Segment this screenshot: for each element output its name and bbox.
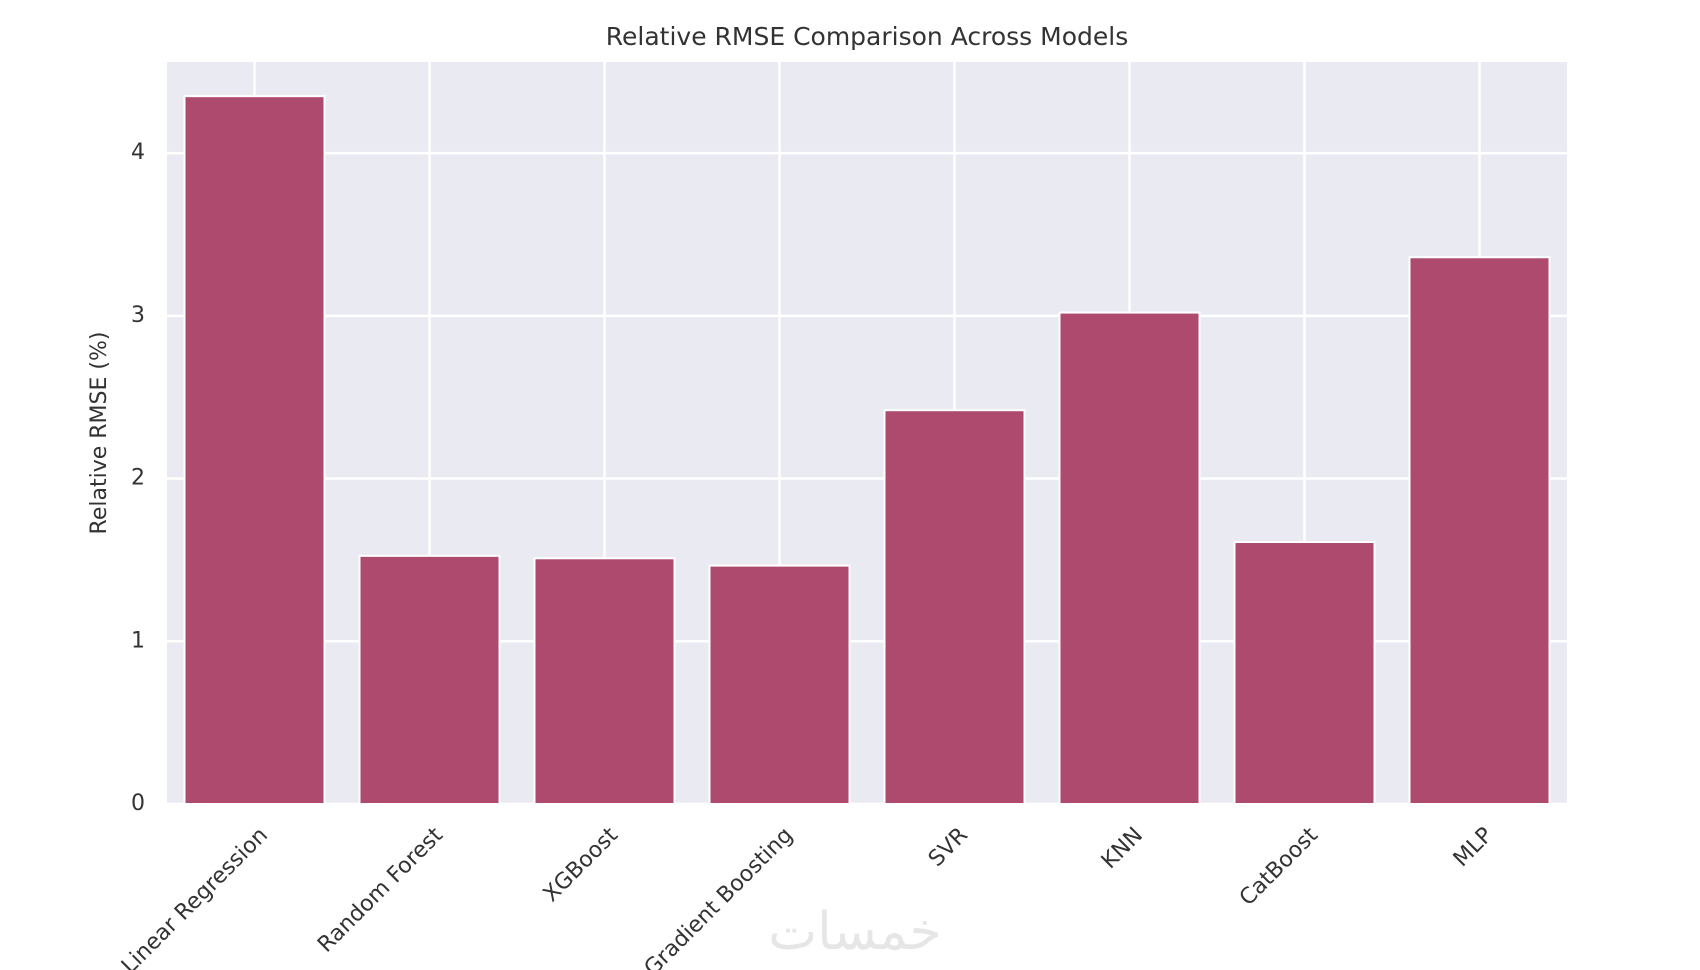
x-tick-label: XGBoost — [539, 823, 624, 908]
x-tick-label: CatBoost — [1235, 823, 1323, 911]
y-axis-label: Relative RMSE (%) — [87, 332, 112, 535]
x-tick-label: Linear Regression — [117, 823, 273, 970]
bar — [708, 564, 851, 805]
bar — [533, 557, 676, 806]
y-tick-label: 3 — [131, 303, 145, 328]
x-tick-label: Random Forest — [313, 823, 448, 958]
x-tick-label: KNN — [1097, 823, 1148, 874]
bar — [1408, 256, 1551, 805]
y-tick-label: 0 — [131, 791, 145, 816]
y-tick-label: 1 — [131, 628, 145, 653]
x-tick-label: MLP — [1449, 823, 1498, 872]
x-tick-label: SVR — [924, 823, 973, 872]
y-tick-label: 2 — [131, 466, 145, 491]
bar — [1058, 311, 1201, 805]
chart-title: Relative RMSE Comparison Across Models — [606, 22, 1128, 51]
bars — [183, 95, 1551, 806]
bar — [1233, 541, 1376, 805]
y-tick-label: 4 — [131, 140, 145, 165]
bar — [358, 554, 501, 806]
watermark: خمسات — [768, 902, 941, 962]
bar — [883, 409, 1026, 805]
bar — [183, 95, 326, 805]
